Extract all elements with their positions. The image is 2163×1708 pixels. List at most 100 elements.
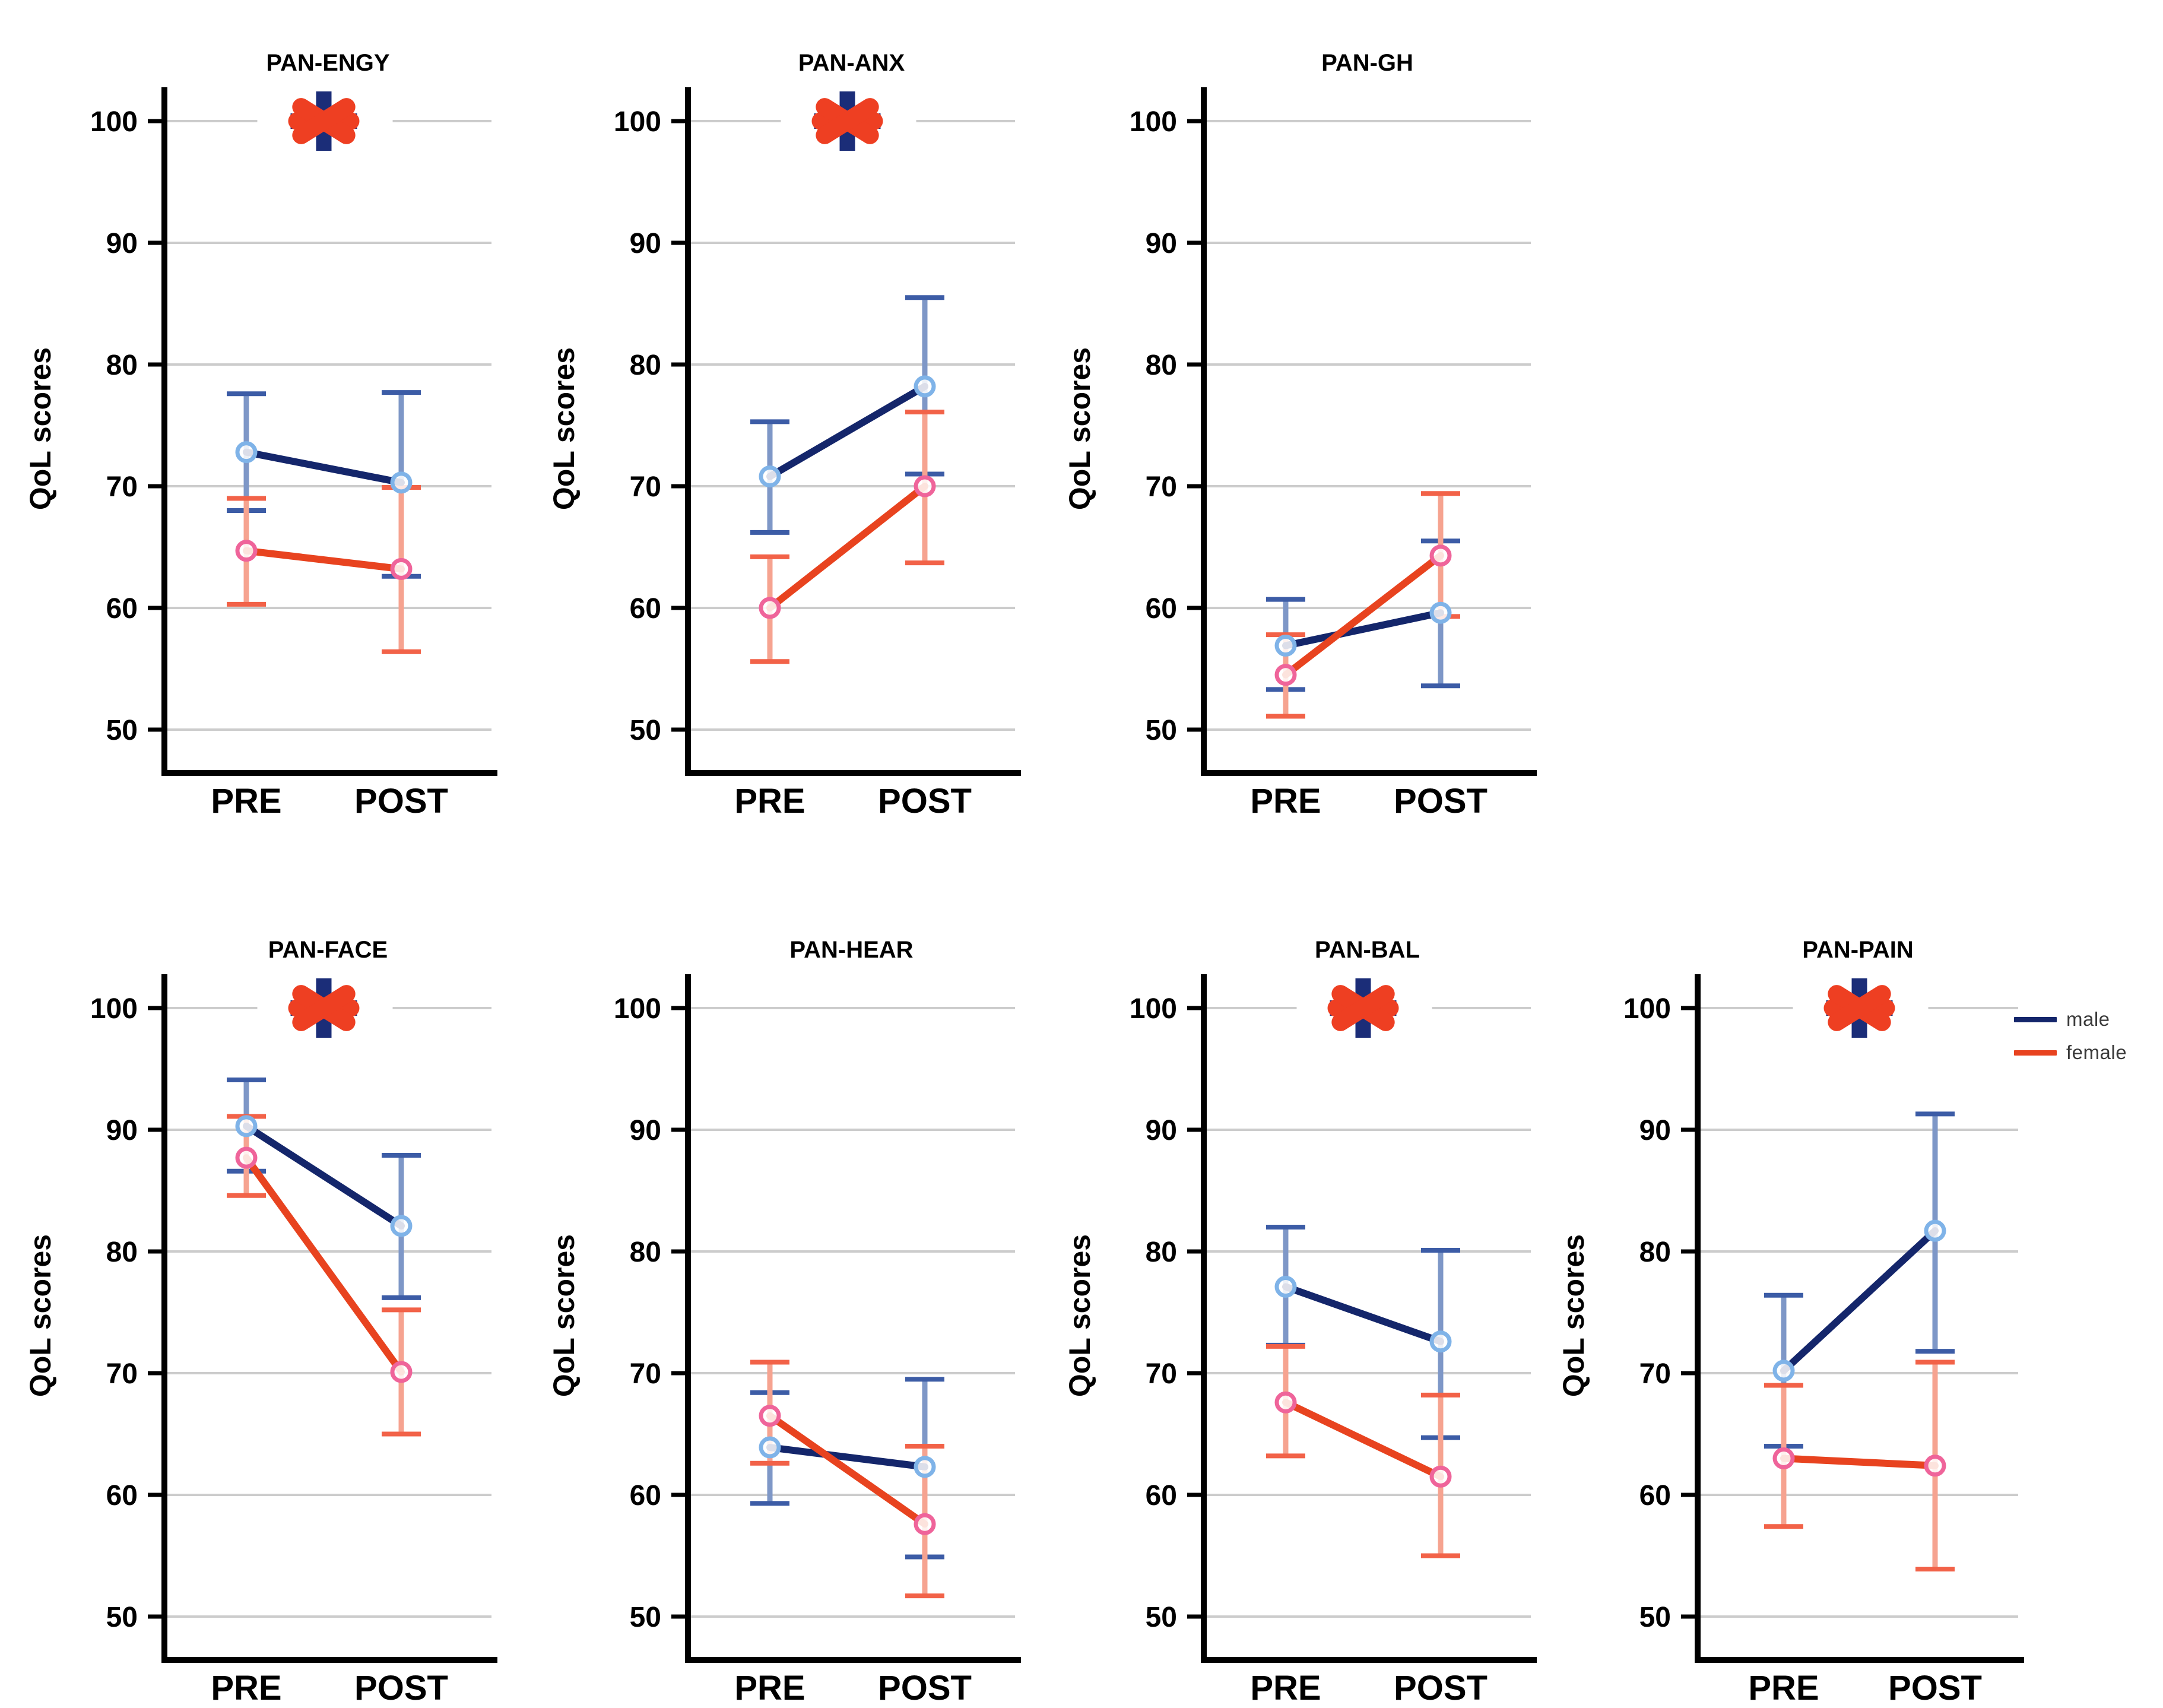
significance-asterisk-icon — [811, 91, 883, 151]
female-line — [766, 483, 928, 611]
y-tick-label: 60 — [630, 593, 661, 625]
significance-asterisk-icon — [1327, 978, 1399, 1038]
y-tick-label: 60 — [630, 1480, 661, 1511]
chart-title: PAN-HEAR — [789, 937, 913, 963]
y-tick-label: 80 — [106, 1237, 138, 1268]
female-marker — [390, 1361, 413, 1383]
female-marker — [759, 1405, 781, 1427]
legend-label-male: male — [2066, 1008, 2110, 1030]
chart-title: PAN-PAIN — [1802, 937, 1913, 963]
male-line — [243, 1122, 405, 1229]
y-tick-label: 100 — [90, 993, 138, 1025]
female-marker — [1429, 1465, 1452, 1488]
chart-pan-bal: 100 90 80 70 60 50 PAN-BAL QoL scores PRE POST — [1063, 937, 1537, 1707]
x-tick-label: POST — [878, 782, 972, 820]
y-tick-label: 90 — [630, 1115, 661, 1146]
female-line — [1282, 552, 1444, 679]
chart-pan-gh: 100 90 80 70 60 50 PAN-GH QoL scores PRE POST — [1063, 50, 1537, 820]
y-tick-label: 100 — [1623, 993, 1671, 1025]
female-marker — [1924, 1455, 1946, 1477]
y-tick-label: 60 — [106, 1480, 138, 1511]
y-tick-label: 50 — [106, 715, 138, 746]
y-tick-label: 50 — [1146, 1602, 1177, 1633]
female-marker — [1429, 544, 1452, 567]
y-tick-label: 100 — [1130, 106, 1177, 138]
y-tick-label: 90 — [1639, 1115, 1671, 1146]
x-tick-label: POST — [354, 1669, 448, 1705]
female-marker — [914, 475, 936, 497]
male-line — [1282, 609, 1444, 649]
y-axis-spine — [1201, 87, 1207, 776]
female-line — [1282, 1399, 1444, 1481]
y-tick-label: 70 — [630, 471, 661, 503]
significance-asterisk-icon — [288, 978, 360, 1038]
male-marker — [914, 1456, 936, 1478]
y-tick-label: 70 — [106, 1358, 138, 1390]
x-tick-label: PRE — [734, 782, 805, 820]
chart-title: PAN-BAL — [1315, 937, 1420, 963]
y-tick-label: 100 — [614, 993, 661, 1025]
y-tick-label: 90 — [106, 1115, 138, 1146]
female-marker — [914, 1513, 936, 1535]
chart-pan-engy: 100 90 80 70 60 50 PAN-ENGY QoL scores PRE POST — [24, 50, 497, 820]
y-axis-label: QoL scores — [547, 347, 581, 510]
y-tick-label: 80 — [106, 350, 138, 381]
male-line — [1780, 1227, 1939, 1374]
x-tick-label: PRE — [211, 1669, 281, 1705]
y-tick-label: 80 — [630, 350, 661, 381]
asterisk-front — [292, 985, 356, 1031]
y-tick-label: 60 — [1146, 593, 1177, 625]
y-tick-label: 70 — [1146, 471, 1177, 503]
chart-pan-face: 100 90 80 70 60 50 PAN-FACE QoL scores PRE POST — [24, 937, 497, 1707]
y-tick-label: 80 — [630, 1237, 661, 1268]
x-tick-label: PRE — [734, 1669, 805, 1705]
y-axis-label: QoL scores — [1063, 347, 1096, 510]
female-line — [243, 547, 405, 573]
y-tick-label: 80 — [1146, 1237, 1177, 1268]
male-marker — [759, 1436, 781, 1459]
x-tick-label: POST — [354, 782, 448, 820]
male-marker — [1924, 1219, 1946, 1242]
male-marker — [235, 441, 258, 464]
asterisk-front — [816, 98, 879, 144]
chart-pan-pain: 100 90 80 70 60 50 PAN-PAIN QoL scores PRE POST — [1557, 937, 2024, 1707]
y-tick-label: 80 — [1146, 350, 1177, 381]
y-tick-label: 70 — [630, 1358, 661, 1390]
male-marker — [1429, 1330, 1452, 1353]
chart-title: PAN-ENGY — [266, 50, 389, 76]
y-tick-label: 50 — [1639, 1602, 1671, 1633]
y-tick-label: 50 — [630, 715, 661, 746]
y-axis-label: QoL scores — [547, 1234, 581, 1397]
male-line — [1282, 1283, 1444, 1345]
y-tick-label: 70 — [1146, 1358, 1177, 1390]
male-marker — [1274, 635, 1297, 657]
y-tick-label: 90 — [106, 228, 138, 259]
legend-line-male-icon — [2014, 1016, 2057, 1022]
male-line — [243, 448, 405, 486]
y-tick-label: 60 — [1639, 1480, 1671, 1511]
legend-item-female: female — [2014, 1039, 2127, 1066]
y-axis-spine — [161, 87, 167, 776]
y-tick-label: 50 — [1146, 715, 1177, 746]
y-axis-spine — [161, 974, 167, 1663]
female-marker — [235, 1146, 258, 1169]
x-axis-spine — [161, 770, 497, 776]
legend: male female — [2014, 1006, 2127, 1066]
chart-title: PAN-FACE — [268, 937, 388, 963]
chart-pan-anx: 100 90 80 70 60 50 PAN-ANX QoL scores PRE POST — [547, 50, 1021, 820]
y-tick-label: 80 — [1639, 1237, 1671, 1268]
y-axis-spine — [685, 87, 691, 776]
x-axis-spine — [1695, 1657, 2024, 1663]
y-tick-label: 90 — [630, 228, 661, 259]
x-tick-label: PRE — [211, 782, 281, 820]
x-tick-label: POST — [1394, 1669, 1488, 1705]
female-marker — [390, 557, 413, 580]
male-line — [766, 1444, 928, 1471]
female-marker — [1274, 1391, 1297, 1414]
x-axis-spine — [685, 1657, 1021, 1663]
y-axis-spine — [685, 974, 691, 1663]
x-tick-label: PRE — [1748, 1669, 1819, 1705]
x-axis-spine — [1201, 1657, 1537, 1663]
female-marker — [1772, 1447, 1795, 1469]
y-axis-label: QoL scores — [1557, 1234, 1590, 1397]
